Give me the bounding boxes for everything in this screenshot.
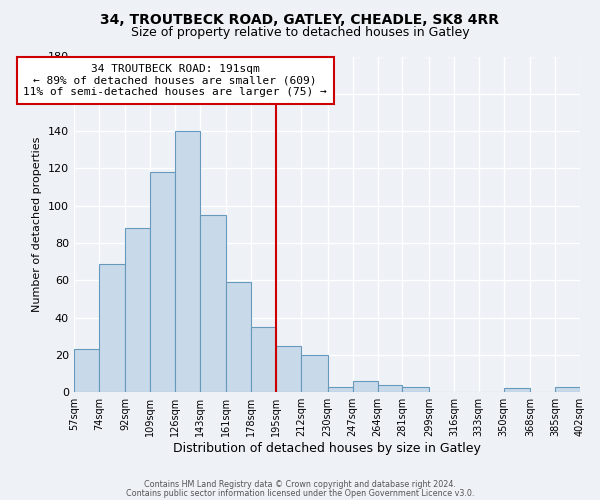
Y-axis label: Number of detached properties: Number of detached properties — [32, 136, 43, 312]
Text: 34 TROUTBECK ROAD: 191sqm
← 89% of detached houses are smaller (609)
11% of semi: 34 TROUTBECK ROAD: 191sqm ← 89% of detac… — [23, 64, 327, 97]
Bar — [150, 172, 175, 392]
Bar — [328, 386, 353, 392]
Bar — [403, 386, 429, 392]
Bar — [200, 215, 226, 392]
Bar — [377, 384, 403, 392]
Bar — [226, 282, 251, 392]
Bar — [251, 327, 277, 392]
Text: Contains HM Land Registry data © Crown copyright and database right 2024.: Contains HM Land Registry data © Crown c… — [144, 480, 456, 489]
Bar — [74, 350, 99, 392]
Bar — [277, 346, 301, 392]
Bar — [175, 131, 200, 392]
Bar — [301, 355, 328, 392]
Bar — [99, 264, 125, 392]
Text: Contains public sector information licensed under the Open Government Licence v3: Contains public sector information licen… — [126, 488, 474, 498]
X-axis label: Distribution of detached houses by size in Gatley: Distribution of detached houses by size … — [173, 442, 481, 455]
Text: Size of property relative to detached houses in Gatley: Size of property relative to detached ho… — [131, 26, 469, 39]
Bar — [125, 228, 150, 392]
Bar — [555, 386, 580, 392]
Text: 34, TROUTBECK ROAD, GATLEY, CHEADLE, SK8 4RR: 34, TROUTBECK ROAD, GATLEY, CHEADLE, SK8… — [101, 12, 499, 26]
Bar — [504, 388, 530, 392]
Bar — [353, 381, 377, 392]
